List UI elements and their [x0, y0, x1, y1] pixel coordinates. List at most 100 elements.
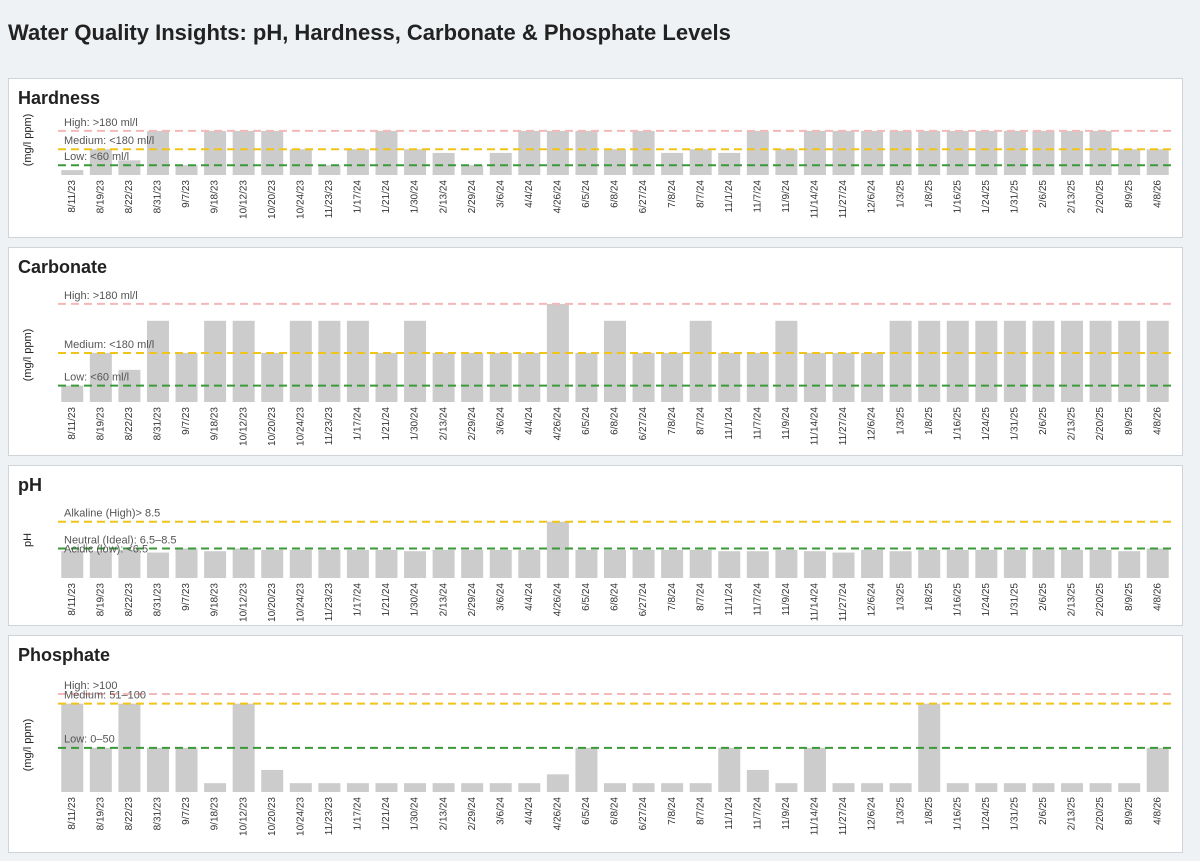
- x-tick-label: 6/27/24: [638, 180, 649, 214]
- x-tick-label: 4/4/24: [524, 583, 535, 611]
- threshold-label: High: >180 ml/l: [64, 290, 138, 302]
- x-tick-label: 6/5/24: [581, 583, 592, 611]
- x-tick-label: 2/13/25: [1067, 583, 1078, 617]
- bar: [575, 130, 598, 175]
- bar: [604, 149, 626, 175]
- bar: [946, 783, 969, 792]
- bar: [61, 170, 84, 175]
- y-axis-label: (mg/l ppm): [22, 329, 34, 382]
- x-tick-label: 1/21/24: [381, 407, 392, 441]
- panel-title: Hardness: [18, 88, 100, 108]
- x-tick-label: 2/20/25: [1095, 407, 1106, 441]
- x-tick-label: 8/9/25: [1124, 180, 1135, 208]
- bar: [946, 130, 969, 175]
- panel: [8, 465, 1183, 626]
- x-tick-label: 6/5/24: [581, 407, 592, 435]
- bar: [375, 130, 398, 175]
- x-tick-label: 8/9/25: [1124, 797, 1135, 825]
- bar: [146, 552, 169, 578]
- x-tick-label: 7/8/24: [667, 180, 678, 208]
- x-tick-label: 4/4/24: [524, 407, 535, 435]
- bar: [546, 521, 569, 578]
- bar: [632, 130, 655, 175]
- x-tick-label: 8/7/24: [695, 583, 706, 611]
- threshold-label: Medium: 51–100: [64, 690, 146, 702]
- bar: [661, 352, 684, 402]
- x-tick-label: 8/9/25: [1124, 407, 1135, 435]
- bar: [461, 352, 484, 402]
- bar: [289, 783, 312, 792]
- bar: [975, 549, 998, 578]
- bar: [746, 352, 769, 402]
- x-tick-label: 7/8/24: [667, 583, 678, 611]
- x-tick-label: 1/30/24: [410, 180, 421, 214]
- bar: [232, 548, 255, 578]
- x-tick-label: 11/9/24: [781, 407, 792, 440]
- panel-title: Carbonate: [18, 257, 107, 277]
- x-tick-label: 7/8/24: [667, 797, 678, 825]
- bar: [1146, 747, 1169, 792]
- x-tick-label: 11/14/24: [810, 583, 821, 622]
- bar: [1032, 783, 1055, 792]
- bar: [775, 783, 798, 792]
- bar: [461, 549, 484, 578]
- x-tick-label: 8/31/23: [153, 407, 164, 441]
- x-tick-label: 10/12/23: [238, 180, 249, 219]
- x-tick-label: 9/18/23: [210, 180, 221, 214]
- x-tick-label: 1/17/24: [353, 407, 364, 441]
- bar: [461, 783, 484, 792]
- bar: [204, 130, 227, 175]
- x-tick-label: 12/6/24: [867, 180, 878, 214]
- x-tick-label: 1/17/24: [353, 797, 364, 831]
- bar: [861, 352, 884, 402]
- x-tick-label: 10/20/23: [267, 407, 278, 446]
- x-tick-label: 2/13/24: [438, 583, 449, 617]
- x-tick-label: 1/16/25: [952, 407, 963, 441]
- x-tick-label: 8/19/23: [95, 407, 106, 441]
- x-tick-label: 6/27/24: [638, 583, 649, 617]
- x-tick-label: 11/27/24: [838, 180, 849, 219]
- x-tick-label: 8/7/24: [695, 180, 706, 208]
- bar: [775, 149, 798, 175]
- x-tick-label: 10/24/23: [295, 407, 306, 446]
- bar: [803, 352, 826, 402]
- x-tick-label: 9/7/23: [181, 407, 192, 435]
- x-tick-label: 8/11/23: [67, 180, 78, 213]
- x-tick-label: 1/21/24: [381, 797, 392, 831]
- bar: [775, 549, 798, 578]
- x-tick-label: 1/3/25: [895, 407, 906, 435]
- x-tick-label: 8/31/23: [153, 583, 164, 617]
- x-tick-label: 11/1/24: [724, 180, 735, 213]
- bar: [204, 783, 227, 792]
- bar: [146, 747, 169, 792]
- x-tick-label: 4/4/24: [524, 797, 535, 825]
- bar: [1089, 549, 1112, 578]
- bar: [432, 549, 455, 578]
- x-tick-label: 4/8/26: [1152, 583, 1163, 611]
- x-tick-label: 11/9/24: [781, 583, 792, 616]
- bar: [775, 320, 798, 402]
- x-tick-label: 1/24/25: [981, 407, 992, 441]
- bar: [1146, 320, 1169, 402]
- bar: [861, 549, 884, 578]
- bar: [432, 783, 455, 792]
- x-tick-label: 11/1/24: [724, 797, 735, 830]
- x-tick-label: 8/19/23: [95, 180, 106, 214]
- x-tick-label: 10/12/23: [238, 583, 249, 622]
- bar: [404, 320, 427, 402]
- bar: [1118, 149, 1141, 175]
- x-tick-label: 2/13/24: [438, 180, 449, 214]
- bar: [946, 549, 969, 578]
- bar: [489, 549, 512, 578]
- x-tick-label: 11/9/24: [781, 797, 792, 830]
- bar: [1032, 130, 1055, 175]
- x-tick-label: 8/11/23: [67, 407, 78, 440]
- bar: [1032, 549, 1055, 578]
- bar: [604, 549, 626, 578]
- x-tick-label: 11/9/24: [781, 180, 792, 213]
- x-tick-label: 10/24/23: [295, 583, 306, 622]
- x-tick-label: 8/22/23: [124, 180, 135, 214]
- bar: [1146, 548, 1169, 578]
- bar: [918, 320, 941, 402]
- bar: [746, 551, 769, 578]
